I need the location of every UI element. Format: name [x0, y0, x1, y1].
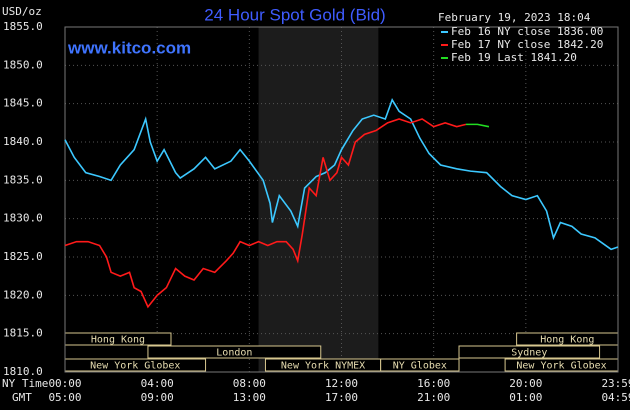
series-line	[64, 118, 467, 309]
legend-label: Feb 17 NY close 1842.20	[451, 38, 603, 51]
x-tick-label: 16:00	[417, 377, 450, 390]
y-tick-label: 1850.0	[3, 58, 43, 71]
x-tick-label: 08:00	[233, 377, 266, 390]
y-tick-label: 1845.0	[3, 97, 43, 110]
session-bar	[147, 345, 322, 359]
session-label: NY Globex	[393, 361, 447, 372]
x-tick-label: 23:59	[601, 377, 630, 390]
y-tick-label: 1830.0	[3, 212, 43, 225]
x-tick-label: 20:00	[509, 377, 542, 390]
session-label: New York NYMEX	[281, 361, 365, 372]
timestamp: February 19, 2023 18:04	[438, 11, 591, 24]
x2-tick-label: 04:59	[601, 391, 630, 404]
x2-tick-label: 05:00	[48, 391, 81, 404]
y-tick-label: 1835.0	[3, 173, 43, 186]
session-label: Hong Kong	[91, 335, 145, 346]
x2-tick-label: 17:00	[325, 391, 358, 404]
x2-tick-label: 01:00	[509, 391, 542, 404]
session-bar	[380, 358, 460, 372]
x2-tick-label: 09:00	[141, 391, 174, 404]
x2-axis-label: GMT	[12, 391, 32, 404]
legend-label: Feb 19 Last 1841.20	[451, 51, 577, 64]
x-tick-label: 00:00	[48, 377, 81, 390]
session-label: New York Globex	[516, 361, 606, 372]
x-axis-label: NY Time	[2, 377, 48, 390]
x-tick-label: 04:00	[141, 377, 174, 390]
y-tick-label: 1840.0	[3, 135, 43, 148]
plot-frame	[64, 26, 619, 373]
y-tick-label: 1815.0	[3, 327, 43, 340]
x2-tick-label: 21:00	[417, 391, 450, 404]
y-tick-label: 1810.0	[3, 365, 43, 378]
x2-tick-label: 13:00	[233, 391, 266, 404]
y-tick-label: 1825.0	[3, 250, 43, 263]
unit-label: USD/oz	[2, 5, 42, 18]
y-tick-label: 1820.0	[3, 288, 43, 301]
series-line	[465, 123, 490, 128]
session-label: London	[216, 348, 252, 359]
x-tick-label: 12:00	[325, 377, 358, 390]
session-bar	[458, 345, 601, 359]
chart-title: 24 Hour Spot Gold (Bid)	[204, 5, 385, 24]
session-label: New York Globex	[90, 361, 180, 372]
y-tick-label: 1855.0	[3, 20, 43, 33]
session-label: Hong Kong	[540, 335, 594, 346]
watermark: www.kitco.com	[67, 38, 191, 57]
shaded-range	[258, 27, 379, 372]
legend-label: Feb 16 NY close 1836.00	[451, 25, 603, 38]
session-label: Sydney	[511, 348, 547, 359]
